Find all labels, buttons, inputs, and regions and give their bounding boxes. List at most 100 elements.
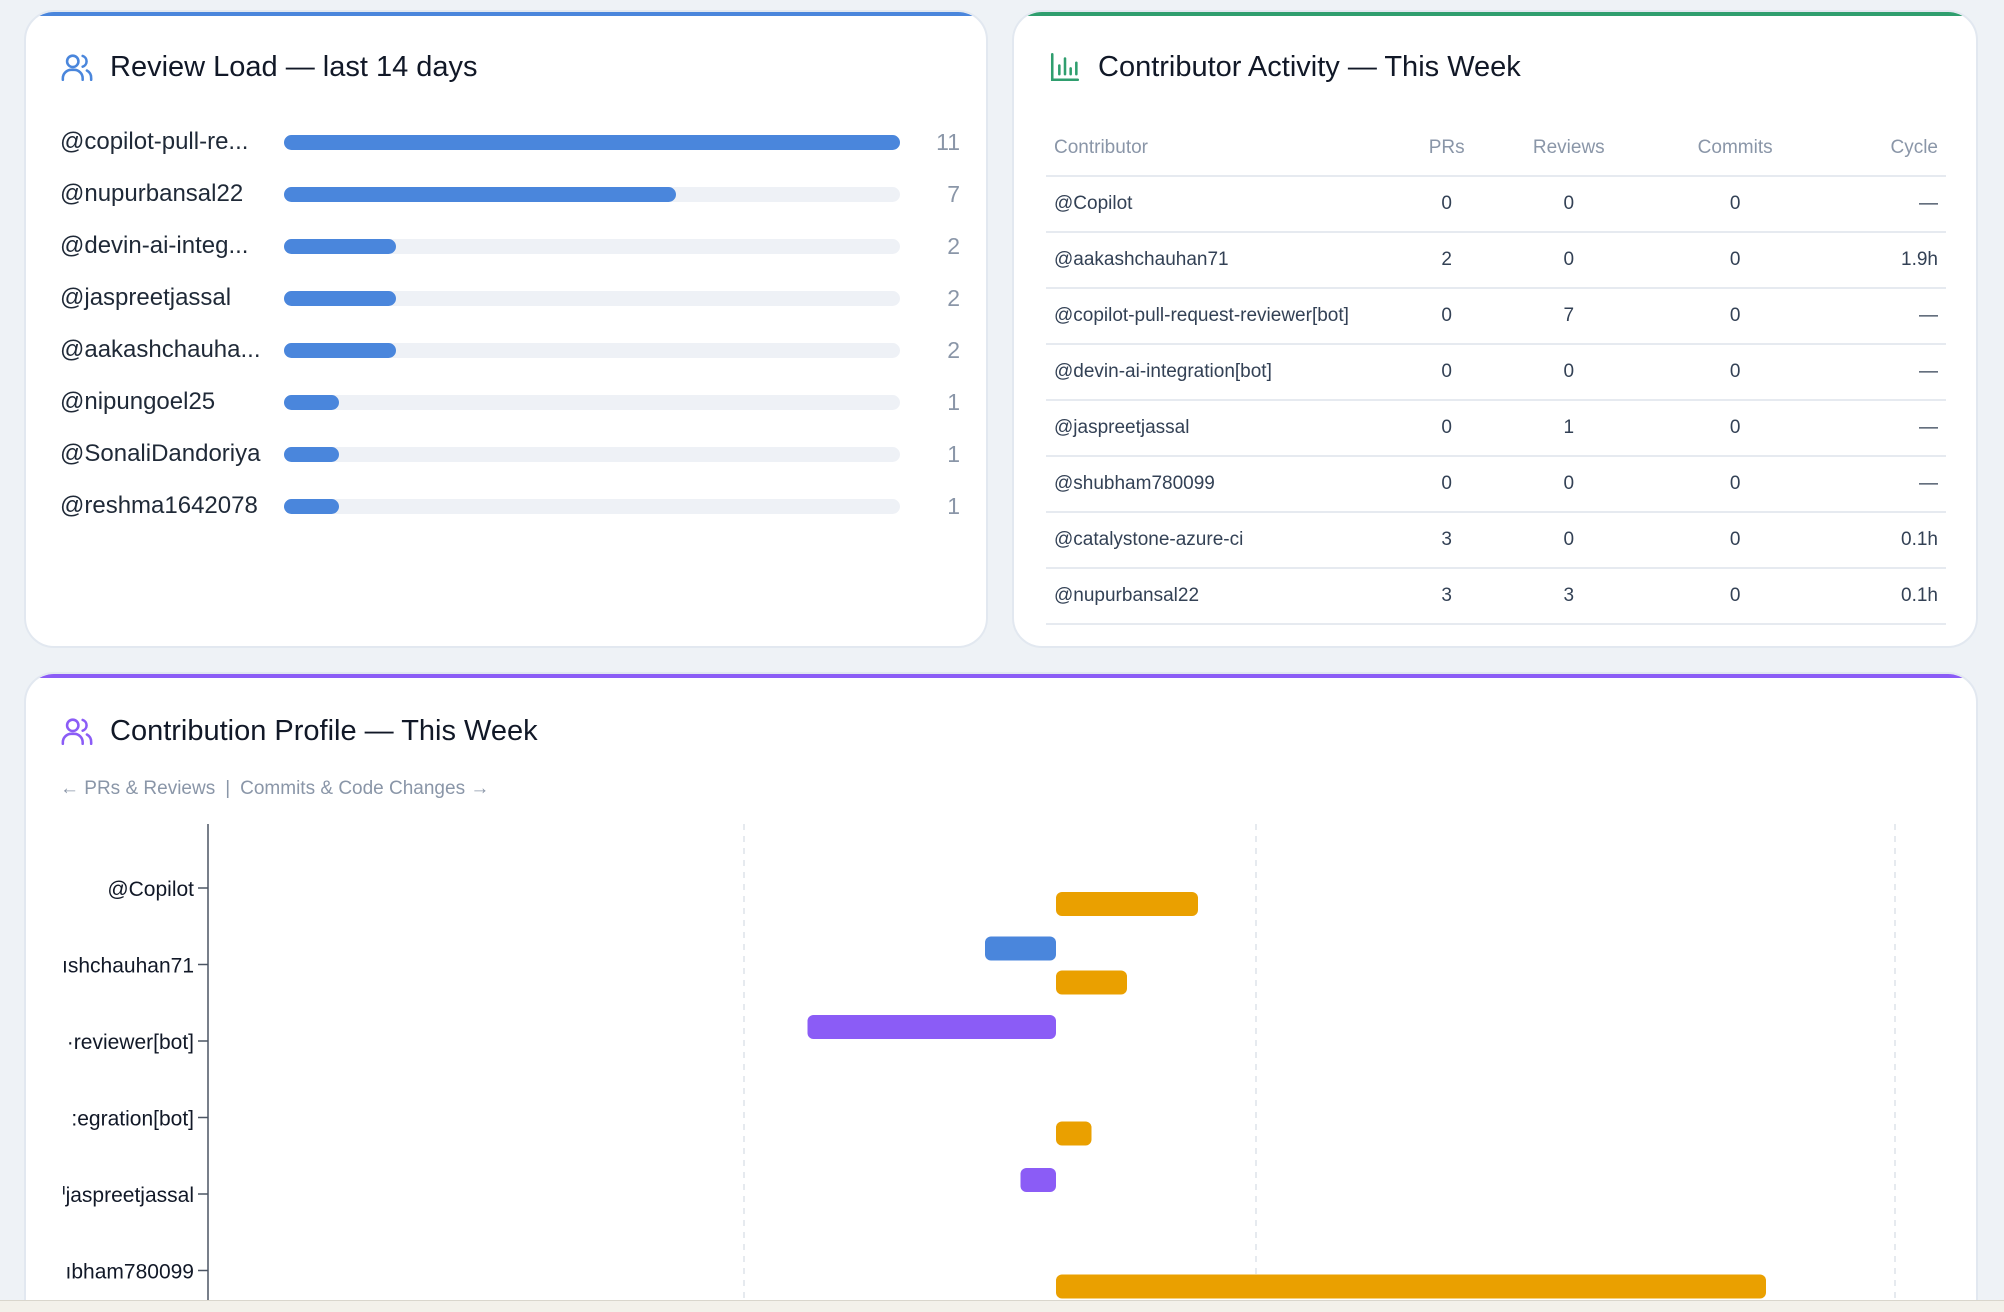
cell-cycle: — <box>1820 176 1946 233</box>
chart-bar-changes <box>1056 970 1127 995</box>
contribution-profile-accent <box>26 674 1976 678</box>
cell-cycle: 0.1h <box>1820 512 1946 569</box>
col-header-prs[interactable]: PRs <box>1406 120 1488 177</box>
table-row[interactable]: @catalystone-azure-ci 3 0 0 0.1h <box>1046 512 1946 569</box>
review-load-name[interactable]: @copilot-pull-re... <box>60 128 249 155</box>
review-load-bar <box>284 186 676 202</box>
cell-reviews: 0 <box>1487 344 1651 401</box>
table-row[interactable]: @devin-ai-integration[bot] 0 0 0— <box>1046 344 1946 401</box>
contributor-activity-title-text: Contributor Activity — This Week <box>1098 50 1521 83</box>
col-header-reviews[interactable]: Reviews <box>1487 120 1651 177</box>
review-load-count: 1 <box>947 388 960 415</box>
cell-commits: 0 <box>1650 344 1821 401</box>
chart-bar-reviews <box>1020 1168 1056 1192</box>
cell-commits: 0 <box>1650 568 1821 625</box>
cell-contributor: @copilot-pull-request-reviewer[bot] <box>1046 288 1406 345</box>
cell-prs: 0 <box>1406 176 1488 233</box>
review-load-track <box>284 134 900 150</box>
review-load-bar <box>284 446 340 462</box>
table-row[interactable]: @nupurbansal22 3 3 0 0.1h <box>1046 568 1946 625</box>
review-load-row: @jaspreetjassal 2 <box>60 272 960 324</box>
cell-commits: 0 <box>1650 512 1821 569</box>
review-load-bar <box>284 394 340 410</box>
cell-reviews: 0 <box>1487 512 1651 569</box>
review-load-name[interactable]: @devin-ai-integ... <box>60 232 249 259</box>
table-row[interactable]: @aakashchauhan71 2 0 0 1.9h <box>1046 232 1946 289</box>
review-load-accent <box>26 12 986 16</box>
col-header-contributor[interactable]: Contributor <box>1046 120 1406 177</box>
profile-axis-legend: ← PRs & Reviews | Commits & Code Changes → <box>60 778 489 800</box>
chart-bar-changes <box>1056 1121 1092 1146</box>
chart-category-label: :egration[bot] <box>71 1108 194 1131</box>
review-load-name[interactable]: @nipungoel25 <box>60 388 216 415</box>
cell-contributor: @shubham780099 <box>1046 456 1406 513</box>
cell-reviews: 0 <box>1487 232 1651 289</box>
review-load-row: @nipungoel25 1 <box>60 376 960 428</box>
table-row[interactable]: @jaspreetjassal 0 1 0— <box>1046 400 1946 457</box>
legend-separator: | <box>225 778 231 799</box>
cell-prs: 0 <box>1406 400 1488 457</box>
cell-contributor: @nupurbansal22 <box>1046 568 1406 625</box>
chart-category-label: @Copilot <box>107 878 194 901</box>
contributor-activity-table: Contributor PRs Reviews Commits Cycle @C… <box>1046 120 1946 625</box>
cell-reviews: 0 <box>1487 456 1651 513</box>
review-load-title: Review Load — last 14 days <box>60 50 478 84</box>
contributor-activity-title: Contributor Activity — This Week <box>1048 50 1521 84</box>
review-load-name[interactable]: @nupurbansal22 <box>60 180 244 207</box>
review-load-name[interactable]: @jaspreetjassal <box>60 284 232 311</box>
cell-cycle: — <box>1820 288 1946 345</box>
cell-contributor: @catalystone-azure-ci <box>1046 512 1406 569</box>
bar-chart-icon <box>1048 50 1082 84</box>
review-load-title-text: Review Load — last 14 days <box>110 50 478 83</box>
table-row[interactable]: @copilot-pull-request-reviewer[bot] 0 7 0— <box>1046 288 1946 345</box>
cell-commits: 0 <box>1650 232 1821 289</box>
review-load-count: 2 <box>947 232 960 259</box>
cell-cycle: — <box>1820 344 1946 401</box>
review-load-count: 2 <box>947 284 960 311</box>
review-load-track <box>284 238 900 254</box>
users-icon <box>60 50 94 84</box>
review-load-count: 11 <box>936 128 960 155</box>
table-row[interactable]: @Copilot 0 0 0— <box>1046 176 1946 233</box>
review-load-track <box>284 186 900 202</box>
cell-cycle: 0.1h <box>1820 568 1946 625</box>
review-load-track <box>284 394 900 410</box>
review-load-bar <box>284 290 396 306</box>
contributor-activity-card: Contributor Activity — This Week Contrib… <box>1012 10 1978 648</box>
chart-category-label: ıbham780099 <box>66 1261 194 1284</box>
review-load-count: 7 <box>947 180 960 207</box>
cell-prs: 3 <box>1406 512 1488 569</box>
cell-reviews: 0 <box>1487 176 1651 233</box>
review-load-bar <box>284 342 396 358</box>
review-load-track <box>284 498 900 514</box>
chart-bar-prs <box>985 936 1056 961</box>
review-load-row: @nupurbansal22 7 <box>60 168 960 220</box>
review-load-row: @copilot-pull-re... 11 <box>60 116 960 168</box>
cell-cycle: 1.9h <box>1820 232 1946 289</box>
review-load-count: 1 <box>947 440 960 467</box>
cell-prs: 2 <box>1406 232 1488 289</box>
chart-bar-reviews <box>807 1015 1056 1039</box>
col-header-cycle[interactable]: Cycle <box>1820 120 1946 177</box>
cell-contributor: @aakashchauhan71 <box>1046 232 1406 289</box>
review-load-count: 1 <box>947 492 960 519</box>
bottom-strip <box>0 1300 2004 1312</box>
review-load-bar <box>284 238 396 254</box>
cell-prs: 3 <box>1406 568 1488 625</box>
review-load-name[interactable]: @SonaliDandoriya <box>60 440 261 467</box>
cell-contributor: @Copilot <box>1046 176 1406 233</box>
table-row[interactable]: @shubham780099 0 0 0— <box>1046 456 1946 513</box>
table-header-row: Contributor PRs Reviews Commits Cycle <box>1046 120 1946 177</box>
cell-commits: 0 <box>1650 400 1821 457</box>
review-load-name[interactable]: @reshma1642078 <box>60 492 258 519</box>
review-load-count: 2 <box>947 336 960 363</box>
review-load-row: @devin-ai-integ... 2 <box>60 220 960 272</box>
cell-contributor: @jaspreetjassal <box>1046 400 1406 457</box>
review-load-track <box>284 446 900 462</box>
chart-bar-changes <box>1056 892 1198 916</box>
contribution-profile-title: Contribution Profile — This Week <box>60 714 538 748</box>
review-load-name[interactable]: @aakashchauha... <box>60 336 261 363</box>
col-header-commits[interactable]: Commits <box>1650 120 1821 177</box>
chart-category-label: ᑊjaspreetjassal <box>62 1184 194 1207</box>
chart-bar-changes <box>1056 1274 1766 1299</box>
